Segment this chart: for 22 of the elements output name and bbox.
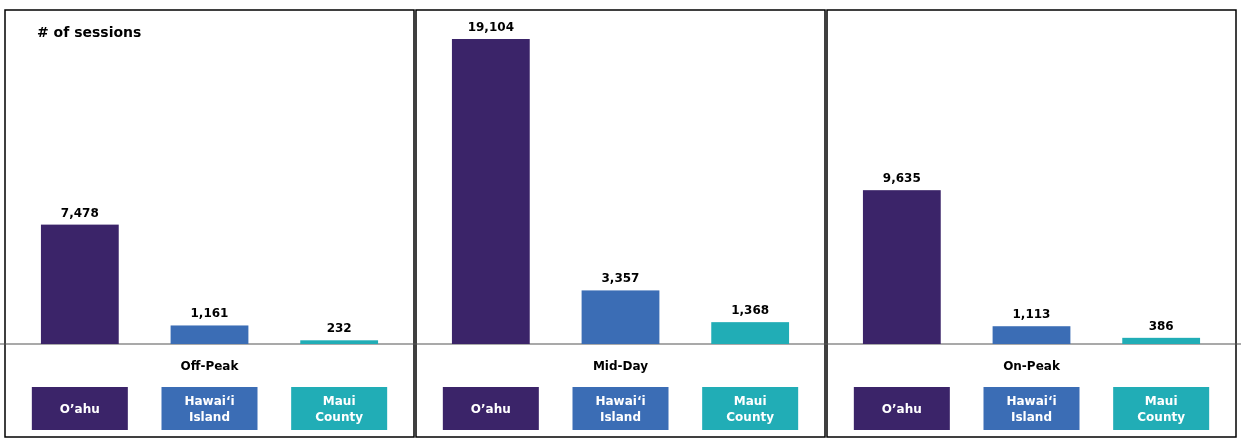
x-tick-label: Hawai‘i Island <box>184 393 235 424</box>
data-label: 232 <box>326 321 352 336</box>
data-label: 7,478 <box>60 205 99 220</box>
data-label: 1,368 <box>731 303 770 318</box>
x-axis-title: Mid-Day <box>592 359 649 373</box>
data-label: 1,161 <box>190 306 229 321</box>
data-label: 386 <box>1148 318 1174 333</box>
data-label: 19,104 <box>467 20 514 34</box>
x-tick-label: Maui County <box>1137 393 1186 424</box>
x-tick-label: O’ahu <box>470 401 511 416</box>
x-tick-label: Hawai‘i Island <box>1006 393 1057 424</box>
data-label: 3,357 <box>601 271 640 286</box>
x-tick-label: O’ahu <box>59 401 100 416</box>
x-tick-label: Maui County <box>726 393 775 424</box>
text: # of sessions <box>37 24 142 40</box>
data-label: 1,113 <box>1012 307 1051 322</box>
data-label: 9,635 <box>882 171 921 186</box>
x-tick-label: Hawai‘i Island <box>595 393 646 424</box>
x-tick-label: Maui County <box>315 393 364 424</box>
x-axis-title: Off-Peak <box>180 359 240 373</box>
x-tick-label: O’ahu <box>881 401 922 416</box>
x-axis-title: On-Peak <box>1003 359 1061 373</box>
